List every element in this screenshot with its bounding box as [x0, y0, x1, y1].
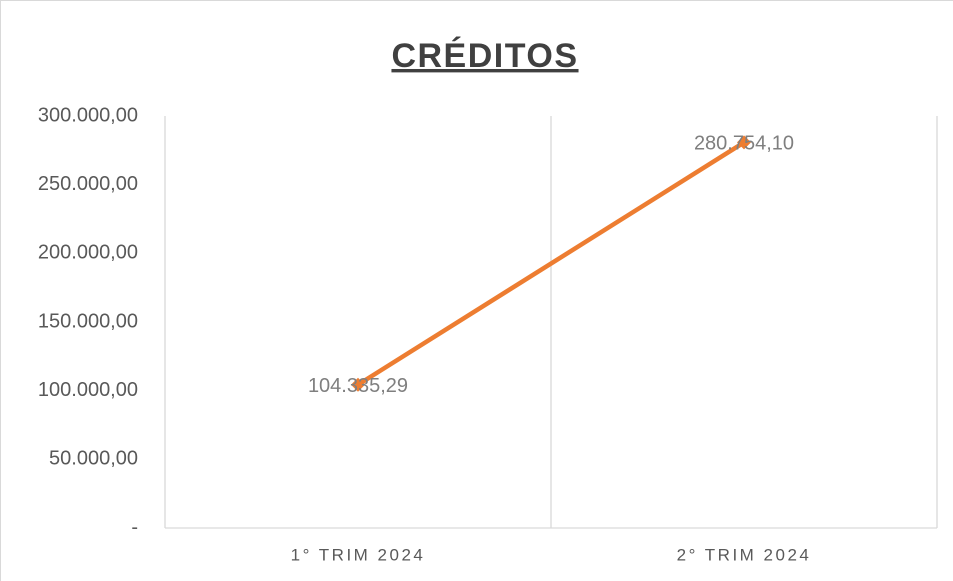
marker — [351, 377, 365, 392]
chart-title: CRÉDITOS — [391, 37, 578, 75]
y-tick-label: - — [131, 516, 138, 538]
data-label: 280.754,10 — [694, 133, 794, 155]
y-tick-label: 250.000,00 — [38, 173, 138, 195]
y-tick-label: 300.000,00 — [38, 104, 138, 126]
y-tick-label: 100.000,00 — [38, 379, 138, 401]
y-tick-label: 200.000,00 — [38, 242, 138, 264]
y-tick-label: 150.000,00 — [38, 310, 138, 332]
data-label: 104.335,29 — [308, 375, 408, 397]
x-tick-label: 1° TRIM 2024 — [291, 545, 426, 564]
x-tick-label: 2° TRIM 2024 — [677, 545, 812, 564]
marker — [737, 135, 751, 150]
y-tick-label: 50.000,00 — [49, 448, 138, 470]
line — [355, 140, 747, 387]
